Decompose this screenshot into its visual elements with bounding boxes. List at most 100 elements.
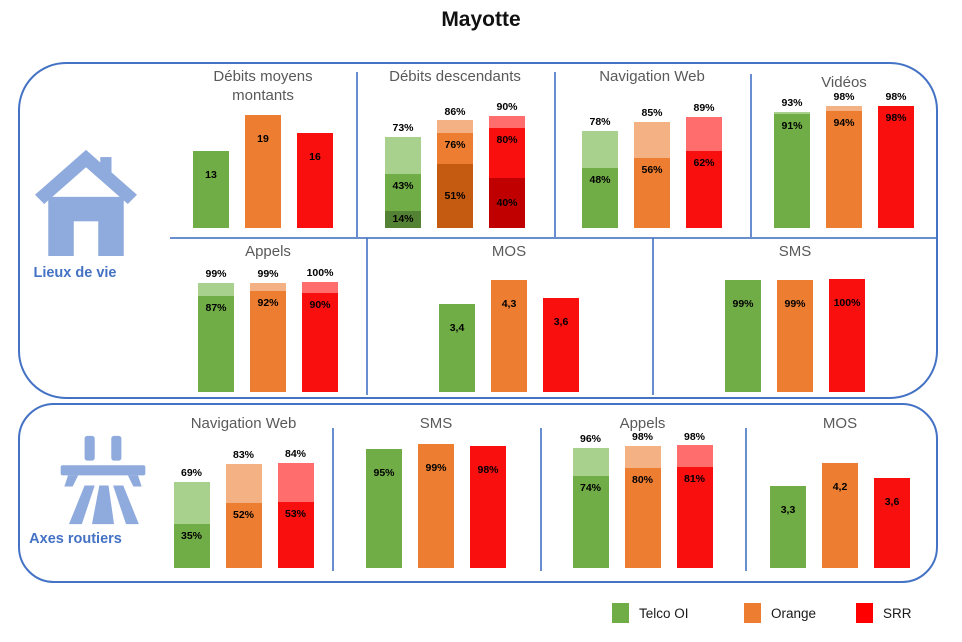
bar-group: 78% 48% 85% 56% 89% 62%: [554, 101, 750, 228]
highway-icon: [57, 432, 149, 528]
bar-value-label: 98%: [631, 430, 654, 443]
bar-segment-mid: 3,6: [543, 298, 579, 392]
bar-segment-light: [624, 445, 661, 468]
bar-value-label: 52%: [232, 509, 255, 521]
bar-value-label: 4,2: [832, 481, 848, 493]
bar-orange: 99% 92%: [250, 262, 286, 392]
bar-group: 99% 99% 100%: [652, 262, 938, 392]
bar-srr: 100%: [829, 262, 865, 392]
bar-orange: 83% 52%: [225, 443, 262, 568]
bar-value-label: 99%: [257, 267, 279, 280]
divider: [652, 238, 654, 395]
bar: 62%: [686, 116, 722, 228]
bar-value-label: 69%: [180, 466, 203, 479]
divider: [745, 428, 747, 571]
bar-segment-dark: 40%: [489, 178, 525, 228]
bar-value-label: 99%: [425, 462, 447, 475]
panel-debits-descendants: Débits descendants 73% 43% 14% 86% 76% 51% 90%…: [356, 64, 554, 237]
divider: [554, 72, 556, 237]
bar-segment-light: [826, 105, 862, 111]
bar: 48%: [582, 130, 618, 228]
bar-segment-light: [173, 481, 210, 525]
panel-title: SMS: [778, 243, 812, 260]
bar-telco-oi: 93% 91%: [774, 97, 810, 228]
section-label-axes-routiers: Axes routiers: [29, 531, 122, 547]
bar-srr: 3,6: [543, 262, 579, 392]
bar-orange: 99%: [777, 262, 813, 392]
bar-segment-light: [774, 111, 810, 115]
bar-telco-oi: 13: [193, 103, 229, 228]
bar: 94%: [826, 105, 862, 228]
bar-segment-light: [686, 116, 722, 151]
bar-segment-mid: 87%: [198, 296, 234, 392]
bar-value-label: 73%: [392, 121, 414, 134]
panel-appels-axes: Appels 96% 74% 98% 80% 98% 81%: [540, 406, 745, 578]
bar-group: 99% 87% 99% 92% 100% 90%: [170, 262, 366, 392]
legend-item-orange: Orange: [744, 603, 816, 623]
bar-segment-mid: 81%: [676, 466, 713, 568]
bar-segment-mid: 74%: [572, 475, 609, 568]
bar-segment-mid: 91%: [774, 114, 810, 228]
bar: 90%: [302, 281, 338, 392]
bar-value-label: 98%: [885, 111, 907, 124]
legend-label: Telco OI: [639, 605, 689, 621]
bar-segment-dark: 14%: [385, 210, 421, 228]
bar-value-label: 99%: [784, 298, 806, 311]
bar-value-label: 35%: [180, 530, 203, 543]
panel-title: Appels: [619, 415, 666, 432]
panel-navigation-web-lieux: Navigation Web 78% 48% 85% 56% 89% 62%: [554, 64, 750, 237]
bar-value-label: 3,6: [553, 316, 569, 329]
bar-segment-light: [489, 115, 525, 128]
bar-value-label: 92%: [257, 296, 279, 309]
bar-segment-mid: 4,2: [822, 463, 858, 568]
bar-value-label: 83%: [232, 449, 255, 462]
bar-orange: 86% 76% 51%: [437, 103, 473, 228]
bar-value-label: 85%: [641, 106, 663, 119]
bar-value-label: 98%: [833, 90, 855, 103]
bar-value-label: 80%: [496, 134, 518, 146]
bar-srr: 100% 90%: [302, 262, 338, 392]
bar-value-label: 3,4: [449, 321, 465, 334]
bar-value-label: 93%: [781, 96, 803, 109]
bar-segment-mid: 52%: [225, 503, 262, 568]
bar: 98%: [878, 105, 914, 228]
bar-group: 3,4 4,3 3,6: [366, 262, 652, 392]
legend-item-srr: SRR: [856, 603, 912, 623]
divider: [366, 238, 368, 395]
bar-group: 93% 91% 98% 94% 98% 98%: [750, 91, 938, 228]
bar-segment-mid: 3,6: [874, 478, 910, 568]
bar-srr: 98% 81%: [676, 431, 713, 568]
bar-telco-oi: 78% 48%: [582, 103, 618, 228]
legend-swatch-green: [612, 603, 629, 623]
bar-value-label: 62%: [693, 156, 715, 169]
bar-value-label: 74%: [579, 481, 602, 494]
bar-value-label: 4,3: [501, 298, 517, 311]
bar-group: 13 19 16: [170, 103, 356, 228]
bar: 56%: [634, 121, 670, 228]
bar-group: 96% 74% 98% 80% 98% 81%: [540, 431, 745, 568]
bar-segment-mid: 62%: [686, 150, 722, 228]
bar-value-label: 48%: [589, 174, 611, 186]
bar-value-label: 78%: [589, 115, 611, 128]
bar-segment-mid: 3,3: [770, 485, 806, 568]
bar-segment-light: [437, 120, 473, 133]
bar: 74%: [572, 448, 609, 568]
bar-telco-oi: 69% 35%: [173, 443, 210, 568]
bar: 80% 40%: [489, 115, 525, 228]
bar-orange: 98% 80%: [624, 431, 661, 568]
bar-value-label: 90%: [496, 100, 518, 113]
panel-navigation-web-axes: Navigation Web 69% 35% 83% 52% 84% 53%: [155, 406, 332, 578]
bar-group: 73% 43% 14% 86% 76% 51% 90% 80% 40%: [356, 100, 554, 228]
bar-value-label: 16: [309, 150, 321, 163]
bar-value-label: 56%: [641, 164, 663, 176]
bar-value-label: 89%: [693, 101, 715, 114]
bar-segment-mid: 56%: [634, 158, 670, 228]
bar: 99%: [418, 444, 454, 568]
bar-segment-mid: 4,3: [491, 280, 527, 392]
bar: 81%: [676, 445, 713, 568]
bar: 4,2: [822, 463, 858, 568]
panel-title: Débits moyens montants: [213, 68, 313, 104]
bar-value-label: 98%: [477, 463, 499, 476]
bar-orange: 85% 56%: [634, 103, 670, 228]
bar-group: 69% 35% 83% 52% 84% 53%: [155, 443, 332, 568]
